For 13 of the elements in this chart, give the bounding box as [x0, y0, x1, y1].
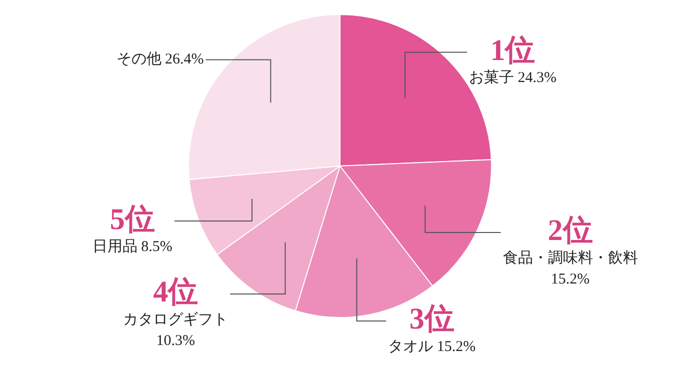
slice-label: タオル 15.2% — [388, 338, 476, 355]
text: 4位 — [153, 276, 198, 309]
slice-label: 日用品 8.5% — [92, 238, 172, 255]
data-label: 15.2% — [550, 271, 590, 288]
slice-label: 食品・調味料・飲料 — [502, 249, 638, 266]
text: 2位 — [548, 214, 593, 248]
slice-label: その他 26.4% — [116, 50, 204, 68]
data-label: 10.3% — [156, 332, 196, 349]
slice-label: カタログギフト — [123, 310, 228, 328]
slice-label: お菓子 24.3% — [468, 69, 556, 86]
text: 1位 — [490, 34, 536, 68]
text: 5位 — [110, 202, 155, 236]
text: 3位 — [409, 302, 454, 336]
